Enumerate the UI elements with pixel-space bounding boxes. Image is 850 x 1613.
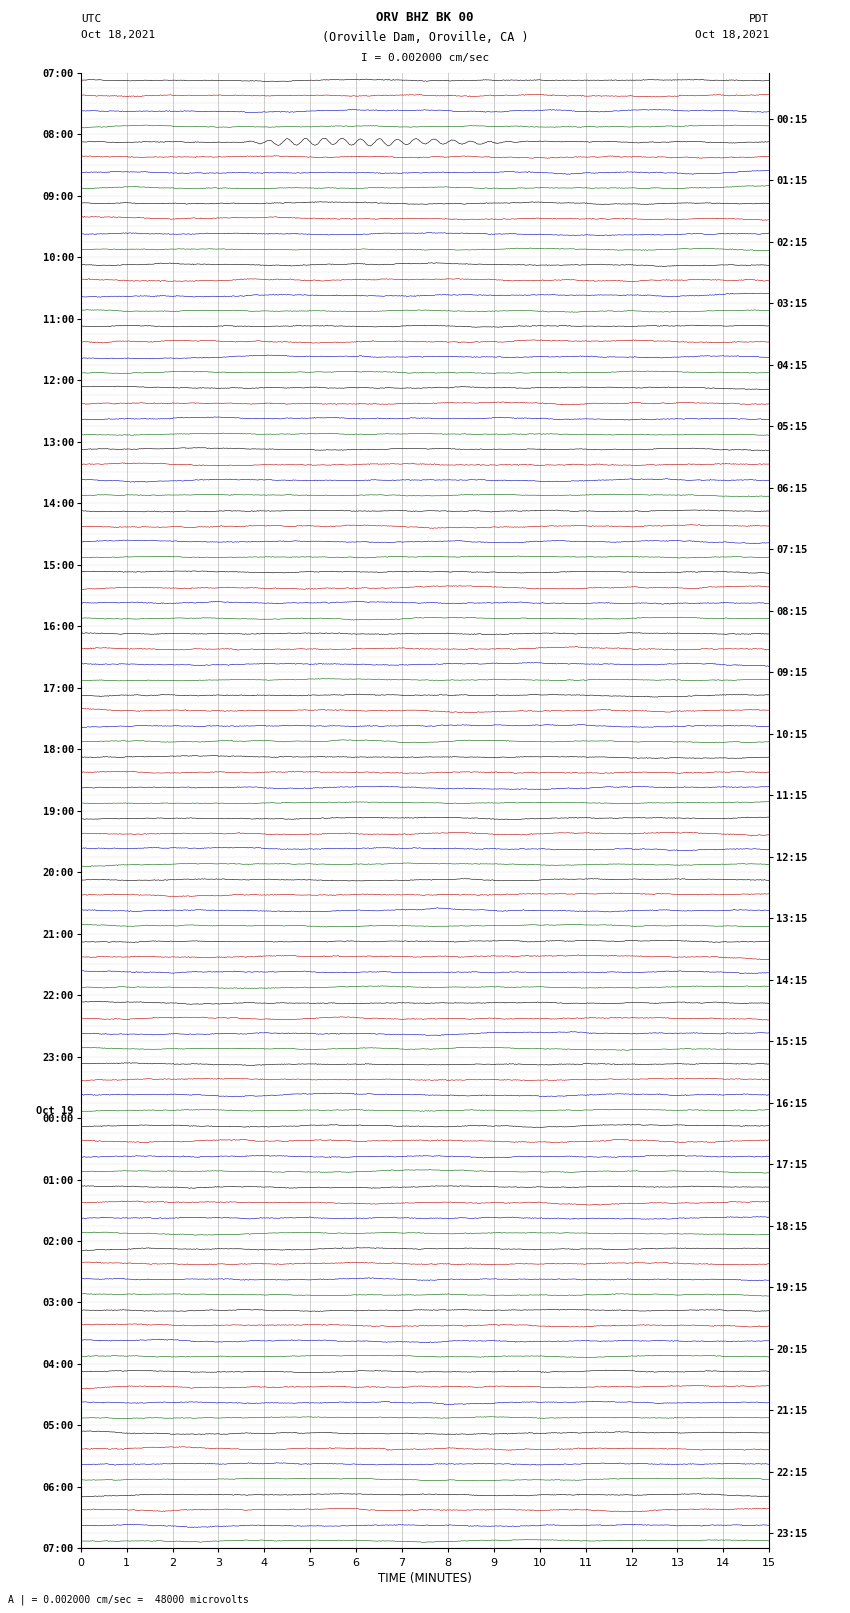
Text: I = 0.002000 cm/sec: I = 0.002000 cm/sec: [361, 53, 489, 63]
X-axis label: TIME (MINUTES): TIME (MINUTES): [378, 1571, 472, 1584]
Text: UTC: UTC: [81, 15, 101, 24]
Text: Oct 18,2021: Oct 18,2021: [695, 31, 769, 40]
Text: PDT: PDT: [749, 15, 769, 24]
Text: ORV BHZ BK 00: ORV BHZ BK 00: [377, 11, 473, 24]
Text: Oct 19: Oct 19: [37, 1105, 74, 1116]
Text: Oct 18,2021: Oct 18,2021: [81, 31, 155, 40]
Text: A | = 0.002000 cm/sec =  48000 microvolts: A | = 0.002000 cm/sec = 48000 microvolts: [8, 1594, 249, 1605]
Text: (Oroville Dam, Oroville, CA ): (Oroville Dam, Oroville, CA ): [321, 31, 529, 44]
